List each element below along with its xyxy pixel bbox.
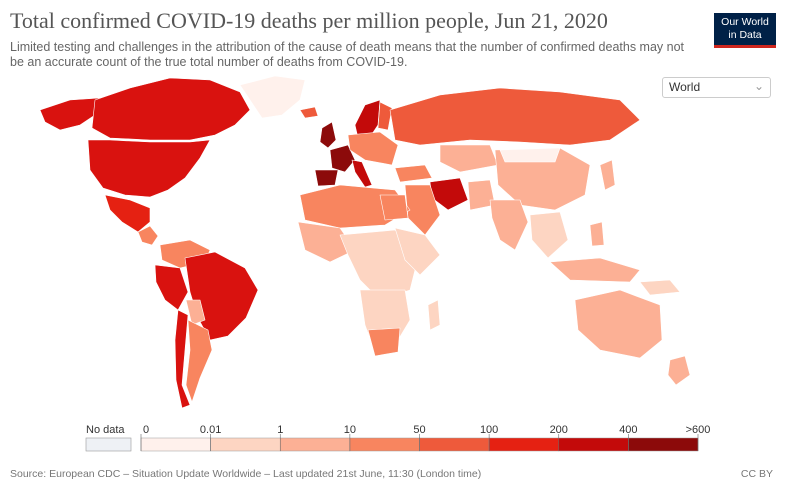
legend-tick-label: 1 bbox=[277, 424, 283, 436]
region-finland[interactable] bbox=[377, 101, 393, 131]
region-greenland[interactable] bbox=[239, 75, 306, 119]
legend-tick-label: 50 bbox=[413, 424, 425, 436]
region-argentina[interactable] bbox=[185, 319, 213, 403]
region-canada[interactable] bbox=[91, 77, 251, 141]
region-russia[interactable] bbox=[389, 87, 641, 146]
region-india[interactable] bbox=[489, 199, 529, 251]
region-australia[interactable] bbox=[574, 289, 663, 359]
legend-tick-label: 0 bbox=[143, 424, 149, 436]
region-italy[interactable] bbox=[351, 159, 373, 188]
region-select-value: World bbox=[669, 80, 701, 94]
region-egypt[interactable] bbox=[379, 194, 409, 221]
legend-tick-label: 100 bbox=[480, 424, 498, 436]
region-alaska[interactable] bbox=[39, 97, 101, 131]
region-select[interactable]: World ⌄ bbox=[662, 77, 771, 98]
owid-logo[interactable]: Our World in Data bbox=[714, 13, 776, 48]
region-mongolia[interactable] bbox=[499, 147, 561, 163]
chart-title: Total confirmed COVID-19 deaths per mill… bbox=[10, 8, 608, 33]
legend: No data 0 0.01 1 10 50 100 200 400 >600 bbox=[85, 424, 711, 452]
region-papua[interactable] bbox=[639, 279, 681, 296]
legend-bin[interactable] bbox=[280, 437, 351, 452]
legend-tick-label: 400 bbox=[619, 424, 637, 436]
region-madagascar[interactable] bbox=[427, 299, 441, 331]
legend-bin[interactable] bbox=[140, 437, 211, 452]
license-label[interactable]: CC BY bbox=[740, 468, 773, 480]
legend-bin[interactable] bbox=[628, 437, 699, 452]
legend-bin[interactable] bbox=[419, 437, 490, 452]
chevron-down-icon: ⌄ bbox=[753, 79, 764, 93]
region-east-africa[interactable] bbox=[394, 227, 441, 276]
legend-no-data-swatch bbox=[85, 437, 132, 452]
region-france[interactable] bbox=[329, 144, 356, 173]
region-germany-east-europe[interactable] bbox=[347, 131, 399, 166]
region-new-zealand[interactable] bbox=[667, 355, 691, 386]
region-kazakhstan[interactable] bbox=[439, 144, 499, 173]
legend-bin[interactable] bbox=[210, 437, 281, 452]
region-turkey-caucasus[interactable] bbox=[394, 164, 433, 183]
legend-bin[interactable] bbox=[488, 437, 559, 452]
legend-no-data-label: No data bbox=[86, 424, 125, 436]
legend-tick-label: 0.01 bbox=[200, 424, 221, 436]
chart-subtitle: Limited testing and challenges in the at… bbox=[10, 40, 685, 69]
region-central-america[interactable] bbox=[137, 225, 159, 246]
region-indonesia-philippines[interactable] bbox=[549, 257, 641, 283]
region-iceland[interactable] bbox=[299, 106, 319, 119]
region-uk[interactable] bbox=[319, 121, 337, 149]
region-china[interactable] bbox=[494, 147, 591, 211]
legend-bin[interactable] bbox=[558, 437, 629, 452]
legend-tick-label: 200 bbox=[550, 424, 568, 436]
region-peru[interactable] bbox=[154, 264, 189, 311]
region-west-africa[interactable] bbox=[297, 221, 356, 263]
region-south-africa[interactable] bbox=[367, 327, 401, 357]
region-usa[interactable] bbox=[87, 139, 211, 198]
logo-line-1: Our World bbox=[721, 16, 769, 28]
region-bolivia[interactable] bbox=[185, 299, 206, 326]
legend-tick-label: >600 bbox=[686, 424, 711, 436]
logo-line-2: in Data bbox=[728, 28, 762, 41]
legend-bin[interactable] bbox=[349, 437, 420, 452]
region-philippines[interactable] bbox=[589, 221, 605, 247]
region-southeast-asia[interactable] bbox=[529, 211, 569, 259]
region-chile[interactable] bbox=[174, 309, 191, 409]
world-map[interactable] bbox=[0, 70, 787, 415]
region-mexico[interactable] bbox=[104, 194, 151, 233]
legend-tick-label: 10 bbox=[344, 424, 356, 436]
region-spain[interactable] bbox=[314, 169, 339, 187]
source-note: Source: European CDC – Situation Update … bbox=[10, 468, 482, 480]
region-japan[interactable] bbox=[599, 159, 616, 191]
